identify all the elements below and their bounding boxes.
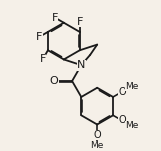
Text: Me: Me	[90, 141, 104, 150]
Text: O: O	[118, 115, 126, 125]
Text: N: N	[77, 60, 85, 70]
Text: F: F	[36, 32, 42, 42]
Text: Me: Me	[125, 121, 138, 130]
Text: F: F	[52, 13, 58, 23]
Text: O: O	[93, 130, 101, 140]
Text: F: F	[76, 17, 83, 27]
Text: F: F	[40, 54, 46, 64]
Text: Me: Me	[125, 82, 138, 91]
Text: O: O	[49, 76, 58, 86]
Text: O: O	[118, 87, 126, 97]
